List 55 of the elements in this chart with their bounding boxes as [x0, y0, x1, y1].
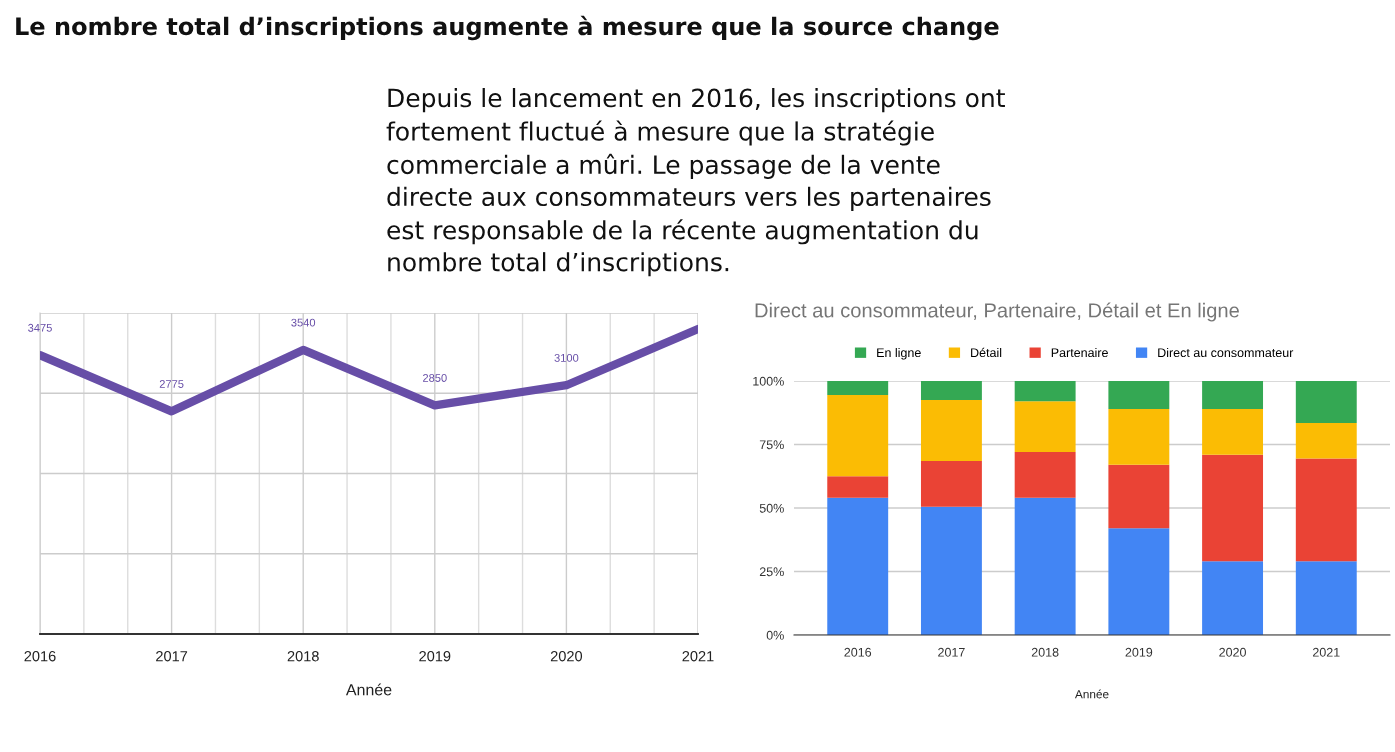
bar: [920, 400, 982, 462]
y-tick-label: 75%: [759, 440, 784, 450]
x-tick-label: 2018: [1031, 647, 1059, 657]
bar: [1108, 528, 1170, 635]
bar: [1295, 422, 1357, 459]
x-tick-label: 2016: [844, 647, 872, 657]
legend-label: Direct au consommateur: [1158, 347, 1294, 358]
y-tick-label: 100%: [753, 376, 784, 386]
bar: [920, 461, 982, 507]
y-tick-label: 0%: [766, 630, 784, 640]
data-label: 2850: [423, 374, 447, 382]
bar: [827, 497, 889, 635]
bar: [1295, 561, 1357, 635]
x-tick-label: 2021: [682, 651, 714, 662]
y-tick-label: 50%: [759, 503, 784, 513]
bar: [1108, 464, 1170, 529]
legend-label: En ligne: [877, 347, 921, 360]
data-label: 3100: [554, 353, 579, 362]
bar: [1014, 452, 1076, 498]
x-axis-title: Année: [345, 683, 392, 696]
y-tick-label: 25%: [759, 567, 784, 577]
bar: [1295, 458, 1357, 562]
data-label: 3475: [28, 323, 52, 332]
text: Depuis le lancement en 2016, les inscriptions ont fortement fluctué à mesure que la stratégie commerciale a mûri. Le passage de la vente directe aux consommateurs vers les partenaires est responsable de la récente augmentation du nombre total d’inscriptions.: [386, 88, 1005, 277]
bar: [827, 394, 889, 477]
x-axis-title: Année: [1074, 689, 1109, 699]
bar: [1014, 381, 1076, 402]
x-tick-label: 2017: [156, 651, 188, 662]
bar: [1295, 381, 1357, 423]
x-tick-label: 2021: [1313, 647, 1340, 657]
text: Le nombre total d’inscriptions augmente à mesure que la source change: [16, 15, 999, 41]
bar: [827, 381, 889, 395]
x-tick-label: 2016: [24, 651, 56, 662]
bar: [1014, 401, 1076, 453]
data-label: 2775: [159, 380, 184, 388]
bar: [1202, 408, 1264, 455]
bar: [920, 381, 982, 401]
bar: [1202, 561, 1264, 635]
x-tick-label: 2020: [1219, 647, 1246, 657]
x-tick-label: 2020: [550, 651, 583, 662]
bar: [1108, 408, 1170, 465]
bar: [920, 506, 982, 635]
x-tick-label: 2019: [419, 651, 451, 662]
bar: [1108, 381, 1170, 409]
legend-label: Partenaire: [1051, 347, 1108, 358]
chart-title: Direct au consommateur, Partenaire, Détail et En ligne: [755, 302, 1239, 322]
data-label: 3540: [291, 318, 316, 327]
x-tick-label: 2017: [938, 647, 965, 657]
legend-label: Détail: [971, 347, 1002, 358]
bar: [1014, 497, 1076, 635]
bar: [827, 476, 889, 498]
bar: [1202, 381, 1264, 409]
bar: [1202, 454, 1264, 562]
x-tick-label: 2019: [1125, 647, 1153, 657]
x-tick-label: 2018: [287, 651, 319, 662]
